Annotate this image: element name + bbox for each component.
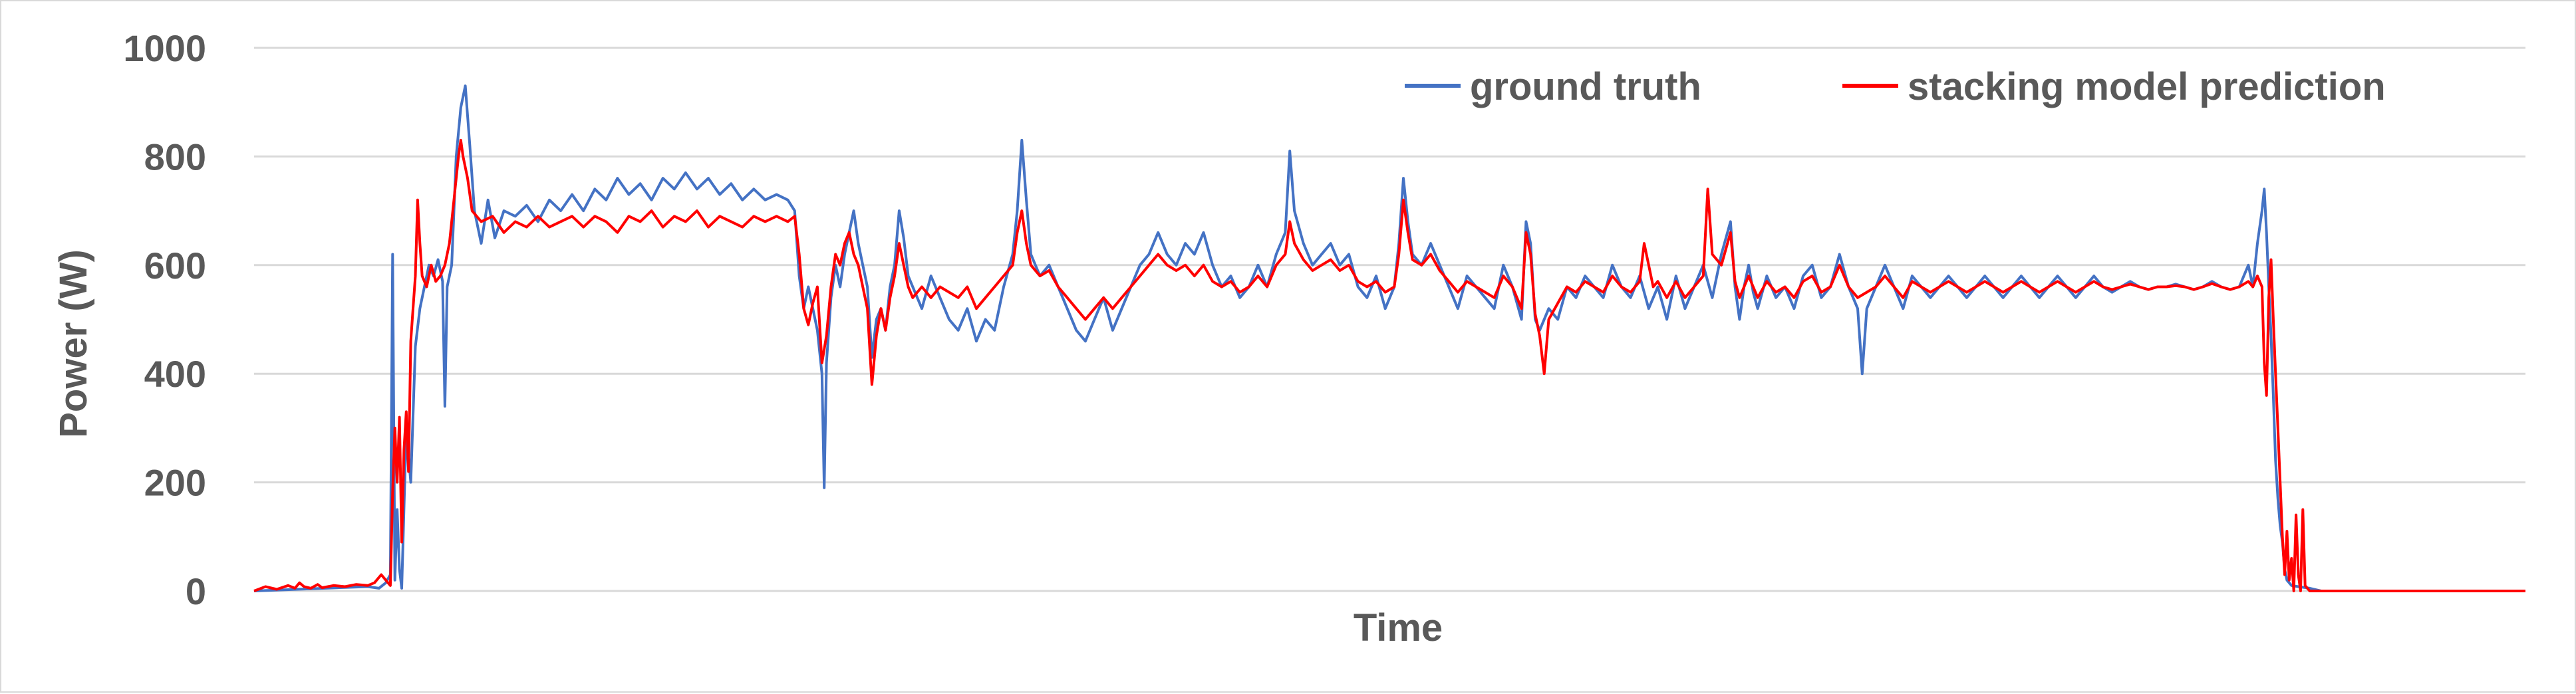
legend-item-ground-truth: ground truth [1405,65,1701,108]
y-tick-label: 400 [144,353,206,395]
series-line-ground-truth [253,84,2525,592]
y-tick-label: 200 [144,462,206,504]
legend: ground truth stacking model prediction [1405,65,2386,108]
y-tick-label: 0 [186,570,206,612]
x-axis-title: Time [1354,606,1443,649]
legend-item-stacking-model-prediction: stacking model prediction [1842,65,2386,108]
legend-label: stacking model prediction [1908,65,2386,108]
y-tick-label: 800 [144,136,206,177]
y-axis-tick-labels: 0 200 400 600 800 1000 [123,27,206,612]
legend-label: ground truth [1470,65,1701,108]
data-series [253,84,2525,592]
y-tick-label: 1000 [123,27,206,69]
y-tick-label: 600 [144,245,206,287]
series-line-stacking-model-prediction [253,138,2525,592]
y-axis-title: Power (W) [52,249,95,438]
gridlines [254,47,2525,592]
